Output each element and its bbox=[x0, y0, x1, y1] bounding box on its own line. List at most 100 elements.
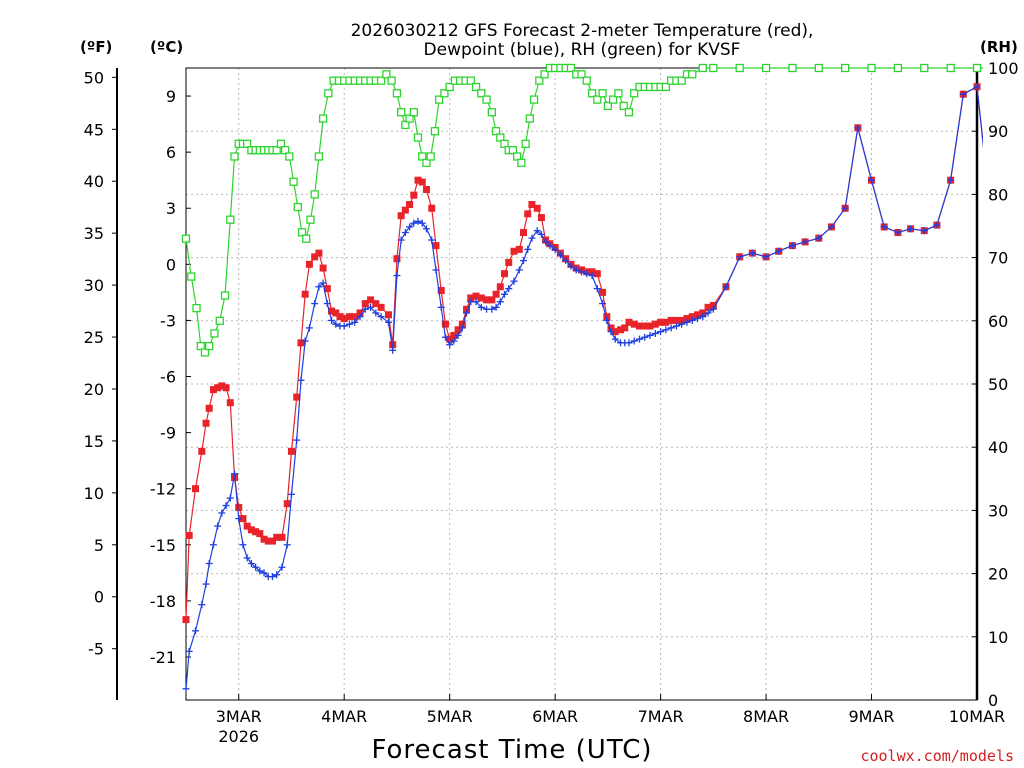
dewpoint-point bbox=[546, 242, 554, 250]
dewpoint-point bbox=[827, 223, 835, 231]
rh-point bbox=[196, 341, 205, 351]
temperature-point bbox=[641, 322, 649, 330]
temperature-point bbox=[414, 176, 422, 184]
dewpoint-point bbox=[488, 305, 496, 313]
fahrenheit-tick-label: 20 bbox=[84, 380, 104, 399]
dewpoint-point bbox=[235, 515, 243, 523]
temperature-point bbox=[709, 301, 717, 309]
dewpoint-point bbox=[748, 249, 756, 257]
rh-point bbox=[946, 63, 955, 73]
rh-point bbox=[614, 89, 623, 98]
rh-point bbox=[521, 139, 530, 148]
dewpoint-point bbox=[537, 230, 545, 238]
dewpoint-point bbox=[880, 223, 888, 231]
temperature-point bbox=[446, 335, 454, 343]
dewpoint-point bbox=[947, 176, 955, 184]
dewpoint-point bbox=[401, 229, 409, 237]
celsius-tick-label: -21 bbox=[150, 648, 176, 667]
dewpoint-point bbox=[406, 223, 414, 231]
x-tick-label: 5MAR bbox=[427, 707, 473, 726]
rh-point bbox=[920, 63, 929, 73]
chart-title-line-2: Dewpoint (blue), RH (green) for KVSF bbox=[424, 40, 741, 60]
dewpoint-point bbox=[775, 247, 783, 255]
dewpoint-point bbox=[920, 227, 928, 235]
rh-tick-label: 80 bbox=[988, 185, 1008, 204]
temperature-point bbox=[528, 200, 536, 208]
temperature-point bbox=[533, 204, 541, 212]
dewpoint-point bbox=[182, 685, 190, 693]
x-tick-label: 9MAR bbox=[849, 707, 895, 726]
temperature-point bbox=[401, 206, 409, 214]
temperature-point bbox=[607, 324, 615, 332]
rh-point bbox=[409, 108, 418, 117]
x-year-label: 2026 bbox=[218, 727, 259, 746]
rh-point bbox=[226, 215, 235, 224]
dewpoint-point bbox=[556, 251, 564, 259]
dewpoint-point bbox=[450, 337, 458, 345]
dewpoint-point bbox=[273, 571, 281, 579]
dewpoint-point bbox=[441, 333, 449, 341]
dewpoint-point bbox=[722, 283, 730, 291]
dewpoint-point bbox=[524, 245, 532, 253]
temperature-point bbox=[625, 318, 633, 326]
dewpoint-point bbox=[372, 309, 380, 317]
temperature-point bbox=[182, 616, 190, 624]
dewpoint-point bbox=[418, 219, 426, 227]
temperature-point bbox=[260, 535, 268, 543]
temperature-point bbox=[437, 287, 445, 295]
rh-point bbox=[285, 152, 294, 161]
dewpoint-point bbox=[636, 335, 644, 343]
x-tick-label: 4MAR bbox=[321, 707, 367, 726]
temperature-point bbox=[630, 320, 638, 328]
dewpoint-point bbox=[218, 509, 226, 517]
dewpoint-point bbox=[603, 316, 611, 324]
dewpoint-point bbox=[252, 563, 260, 571]
temperature-point bbox=[367, 296, 375, 304]
temperature-point bbox=[454, 326, 462, 334]
temperature-point bbox=[393, 255, 401, 263]
rh-point bbox=[540, 70, 549, 79]
x-tick-label: 7MAR bbox=[638, 707, 684, 726]
dewpoint-point bbox=[472, 298, 480, 306]
temperature-point bbox=[672, 316, 680, 324]
rh-point bbox=[477, 89, 486, 98]
tick-labels: -505101520253035404550-21-18-15-12-9-6-3… bbox=[84, 59, 1019, 746]
rh-point bbox=[430, 127, 440, 136]
dewpoint-point bbox=[397, 236, 405, 244]
temperature-point bbox=[662, 318, 670, 326]
dewpoint-point bbox=[709, 305, 717, 313]
rh-point bbox=[418, 152, 427, 161]
temperature-point bbox=[384, 311, 392, 319]
dewpoint-point bbox=[551, 245, 559, 253]
temperature-point bbox=[496, 283, 504, 291]
dewpoint-point bbox=[641, 333, 649, 341]
dewpoint-point bbox=[699, 313, 707, 321]
dewpoint-point bbox=[377, 313, 385, 321]
rh-tick-label: 70 bbox=[988, 249, 1008, 268]
celsius-tick-label: -18 bbox=[150, 592, 176, 611]
dewpoint-point bbox=[801, 238, 809, 246]
rh-point bbox=[517, 158, 526, 167]
dewpoint-point bbox=[458, 324, 466, 332]
rh-point bbox=[205, 341, 214, 351]
axes bbox=[112, 67, 979, 701]
credit-label: coolwx.com/models bbox=[860, 747, 1014, 765]
temperature-point bbox=[319, 264, 327, 272]
celsius-tick-label: 0 bbox=[166, 255, 176, 274]
rh-point bbox=[577, 70, 586, 79]
fahrenheit-unit-label: (ºF) bbox=[80, 38, 112, 56]
dewpoint-point bbox=[788, 242, 796, 250]
rh-point bbox=[487, 108, 497, 117]
rh-point bbox=[500, 139, 509, 148]
rh-point bbox=[482, 95, 491, 104]
fahrenheit-tick-label: 10 bbox=[84, 484, 104, 503]
temperature-point bbox=[432, 242, 440, 250]
rh-point bbox=[434, 95, 444, 104]
dewpoint-point bbox=[256, 567, 264, 575]
rh-point bbox=[603, 101, 613, 111]
temperature-point bbox=[636, 322, 644, 330]
temperature-point bbox=[510, 247, 518, 255]
rh-point bbox=[230, 152, 239, 161]
x-tick-label: 6MAR bbox=[532, 707, 578, 726]
